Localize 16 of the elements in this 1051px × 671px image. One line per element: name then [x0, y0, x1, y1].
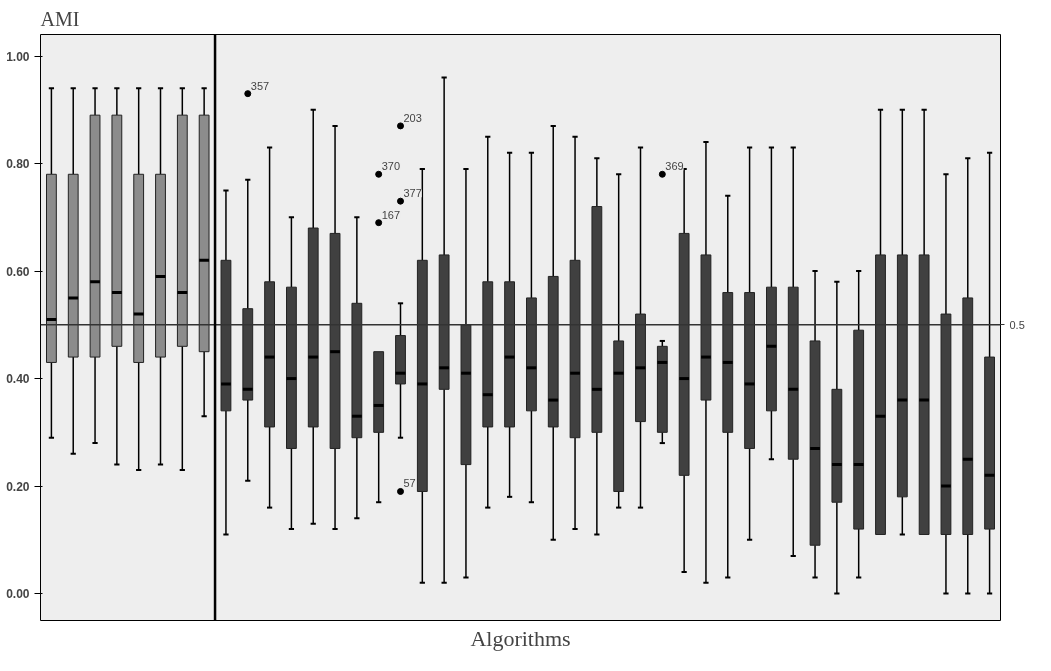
y-tick-label: 1.00: [6, 49, 30, 64]
x-axis-title: Algorithms: [470, 625, 571, 651]
annotation: 167: [381, 208, 401, 221]
y-tick-label: 0.00: [6, 587, 30, 602]
annotation: 357: [250, 79, 270, 92]
ref-line-label: 0.5: [1009, 318, 1025, 331]
y-tick-label: 0.20: [6, 479, 30, 494]
annotation: 203: [403, 111, 422, 124]
y-axis-title: AMI: [40, 7, 80, 30]
y-tick-label: 0.60: [6, 264, 30, 279]
annotation: 377: [403, 187, 422, 200]
y-tick-label: 0.80: [6, 157, 30, 172]
annotation: 370: [381, 160, 401, 173]
annotation: 57: [403, 477, 416, 490]
annotation: 369: [665, 160, 684, 173]
y-tick-label: 0.40: [6, 372, 30, 387]
